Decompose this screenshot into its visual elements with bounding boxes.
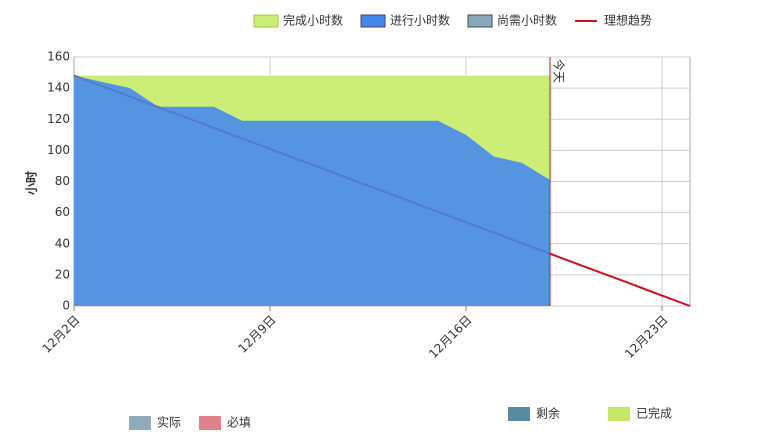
legend-swatch xyxy=(467,14,493,28)
footer-swatch xyxy=(508,407,530,421)
y-tick-label: 40 xyxy=(55,236,70,250)
legend-swatch xyxy=(253,14,279,28)
y-tick-label: 100 xyxy=(47,143,70,157)
x-tick-label: 12月23日 xyxy=(622,313,670,361)
footer-swatch xyxy=(199,416,221,430)
y-tick-label: 140 xyxy=(47,81,70,95)
y-tick-label: 80 xyxy=(55,174,70,188)
x-tick-label: 12月2日 xyxy=(40,313,83,356)
x-tick-label: 12月16日 xyxy=(426,313,474,361)
legend-swatch xyxy=(360,14,386,28)
footer-label: 实际 xyxy=(157,415,181,430)
y-tick-label: 60 xyxy=(55,205,70,219)
y-tick-label: 20 xyxy=(55,267,70,281)
y-tick-label: 120 xyxy=(47,112,70,126)
legend-label: 理想趋势 xyxy=(604,13,652,28)
footer-label: 剩余 xyxy=(536,406,560,421)
y-axis-label: 小时 xyxy=(24,171,39,195)
footer-swatch xyxy=(129,416,151,430)
legend-label: 进行小时数 xyxy=(390,13,450,28)
footer-swatch xyxy=(608,407,630,421)
legend-label: 完成小时数 xyxy=(283,13,343,28)
footer-label: 已完成 xyxy=(636,406,672,421)
remaining-area xyxy=(74,75,550,306)
footer-label: 必填 xyxy=(227,416,251,430)
x-tick-label: 12月9日 xyxy=(236,313,279,356)
today-label: 今天 xyxy=(552,59,567,83)
y-tick-label: 160 xyxy=(47,50,70,64)
y-tick-label: 0 xyxy=(62,299,70,313)
legend-label: 尚需小时数 xyxy=(497,13,557,28)
